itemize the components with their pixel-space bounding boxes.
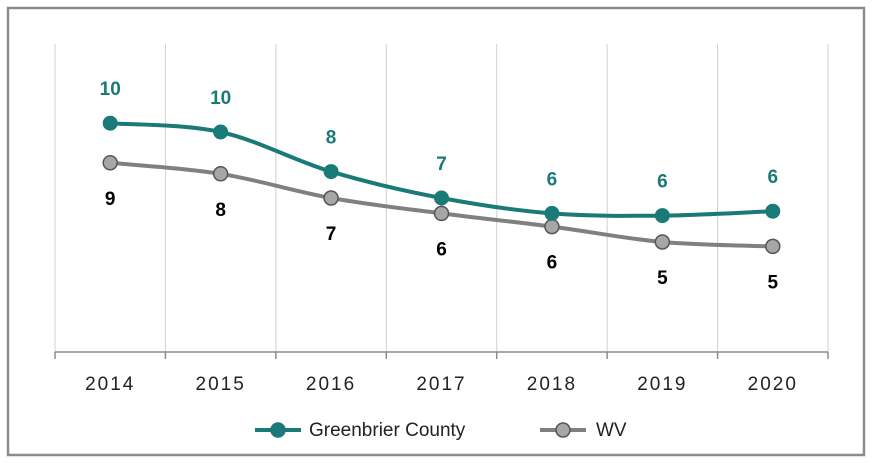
data-label: 6	[657, 172, 668, 193]
data-label: 9	[105, 189, 116, 210]
x-tick-label: 2018	[527, 374, 577, 395]
marker	[102, 115, 118, 131]
legend-label: Greenbrier County	[309, 420, 466, 441]
marker	[433, 205, 450, 222]
x-tick-label: 2017	[416, 374, 466, 395]
data-label: 8	[326, 128, 337, 149]
data-label: 5	[657, 268, 668, 289]
data-label: 7	[436, 154, 447, 175]
legend-marker	[555, 422, 571, 438]
data-label: 6	[767, 167, 778, 188]
data-label: 8	[215, 200, 226, 221]
marker	[434, 190, 449, 206]
marker	[544, 218, 560, 235]
legend-label: WV	[596, 420, 627, 441]
x-tick-label: 2019	[637, 374, 687, 395]
data-label: 6	[547, 169, 558, 190]
marker	[102, 155, 118, 171]
marker	[765, 238, 781, 255]
data-label: 6	[436, 239, 447, 260]
x-tick-label: 2020	[748, 374, 798, 395]
marker	[212, 166, 229, 182]
marker	[765, 203, 781, 219]
x-tick-label: 2014	[85, 374, 135, 395]
x-tick-label: 2015	[196, 374, 246, 395]
data-label: 5	[767, 272, 778, 293]
x-tick-label: 2016	[306, 374, 356, 395]
marker	[654, 208, 670, 224]
marker	[323, 164, 339, 180]
marker	[654, 234, 671, 250]
chart-frame	[6, 6, 866, 457]
marker	[323, 190, 339, 206]
legend-marker	[270, 422, 286, 438]
data-label: 10	[210, 88, 231, 109]
data-label: 7	[326, 224, 337, 245]
marker	[544, 205, 560, 221]
data-label: 6	[547, 253, 558, 274]
marker	[213, 124, 229, 140]
data-label: 10	[100, 79, 121, 100]
